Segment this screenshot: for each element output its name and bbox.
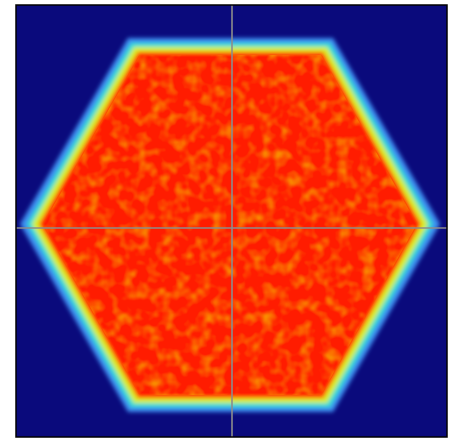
hexagon-texture [43, 55, 417, 395]
plot-frame [15, 4, 448, 438]
